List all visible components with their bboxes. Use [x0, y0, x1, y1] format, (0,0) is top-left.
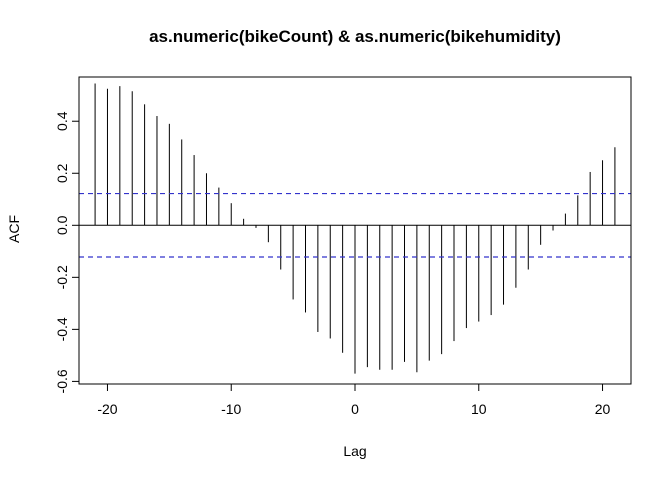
y-tick-label: 0.4	[54, 111, 70, 131]
chart-marks	[79, 83, 631, 374]
chart-title: as.numeric(bikeCount) & as.numeric(bikeh…	[149, 27, 561, 46]
y-tick-label: -0.4	[54, 317, 70, 341]
y-axis-label: ACF	[6, 215, 22, 243]
y-tick-label: 0.2	[54, 163, 70, 183]
y-axis: -0.6 -0.4 -0.2 0.0 0.2 0.4	[54, 111, 80, 393]
y-tick-label: 0.0	[54, 215, 70, 235]
y-tick-label: -0.2	[54, 265, 70, 289]
x-tick-label: 0	[351, 401, 359, 417]
x-tick-label: 10	[471, 401, 487, 417]
x-axis-label: Lag	[343, 443, 366, 459]
y-tick-label: -0.6	[54, 369, 70, 393]
x-axis: -20 -10 0 10 20	[97, 383, 611, 417]
x-tick-label: 20	[595, 401, 611, 417]
x-tick-label: -20	[97, 401, 117, 417]
x-tick-label: -10	[221, 401, 241, 417]
